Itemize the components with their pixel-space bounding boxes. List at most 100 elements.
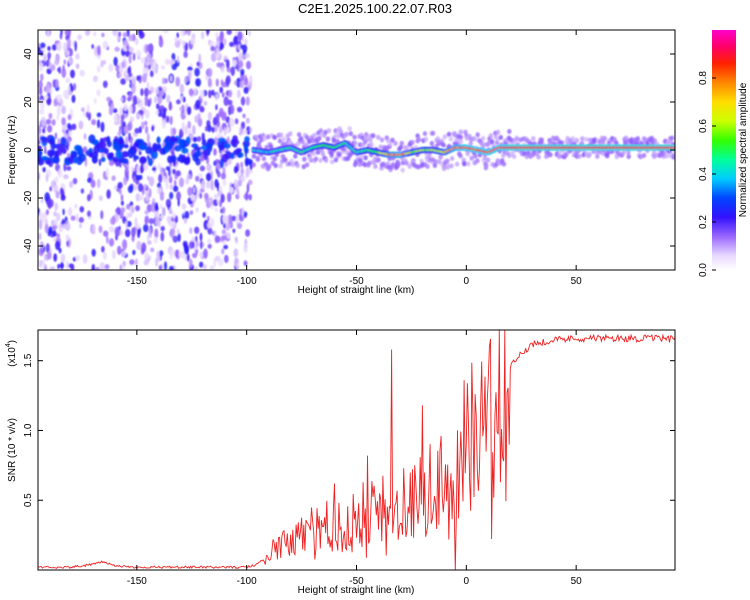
snr-x-tick-label: 50 <box>571 576 583 587</box>
heatmap-cell <box>135 193 141 202</box>
spectrogram-x-tick-label: -50 <box>349 276 364 287</box>
heatmap-cell <box>65 260 70 270</box>
heatmap-cell <box>219 199 223 208</box>
heatmap-cell <box>60 253 66 263</box>
heatmap-cell <box>132 95 138 106</box>
heatmap-cell <box>63 42 68 53</box>
heatmap-cell <box>240 161 244 169</box>
spectrogram-y-ticks: -40 -20 0 20 40 <box>23 48 675 253</box>
heatmap-cell <box>200 145 208 150</box>
heatmap-cell <box>166 94 171 103</box>
heatmap-cell <box>138 195 145 201</box>
heatmap-cell <box>312 132 317 138</box>
heatmap-cell <box>154 96 157 104</box>
heatmap-cell <box>191 143 199 148</box>
heatmap-cell <box>154 202 159 212</box>
heatmap-cell <box>411 157 416 163</box>
heatmap-cell <box>136 49 142 58</box>
heatmap-cell <box>148 43 154 54</box>
heatmap-cell <box>223 244 229 250</box>
heatmap-cell <box>102 251 107 260</box>
heatmap-cell <box>215 32 219 38</box>
heatmap-cell <box>54 132 58 140</box>
heatmap-cell <box>63 162 67 172</box>
heatmap-cell <box>123 124 129 135</box>
heatmap-cell <box>198 251 204 257</box>
heatmap-cell <box>135 205 140 212</box>
heatmap-cell <box>441 166 447 172</box>
heatmap-cell <box>199 192 203 199</box>
heatmap-cell <box>235 184 239 194</box>
heatmap-cell <box>53 253 58 262</box>
heatmap-cell <box>96 178 101 188</box>
heatmap-cell <box>498 135 503 140</box>
heatmap-cell <box>150 247 155 253</box>
heatmap-cell <box>337 152 342 158</box>
heatmap-cell <box>91 155 98 164</box>
heatmap-cell <box>254 134 259 140</box>
heatmap-cell <box>514 136 519 142</box>
heatmap-cell <box>207 243 212 249</box>
heatmap-cell <box>108 238 115 247</box>
heatmap-cell <box>64 30 71 37</box>
heatmap-cell <box>210 45 215 52</box>
heatmap-cell <box>179 106 183 112</box>
snr-multiplier-base: (x10 <box>7 347 18 367</box>
heatmap-cell <box>333 133 338 139</box>
heatmap-cell <box>452 131 458 137</box>
heatmap-cell <box>445 162 451 168</box>
heatmap-cell <box>480 136 486 141</box>
heatmap-cell <box>214 206 218 213</box>
heatmap-cell <box>245 117 250 124</box>
heatmap-cell <box>425 164 430 169</box>
heatmap-cell <box>158 173 163 183</box>
heatmap-cell <box>119 264 123 270</box>
heatmap-cell <box>162 206 166 217</box>
heatmap-cell <box>192 152 199 162</box>
heatmap-cell <box>62 64 65 71</box>
snr-multiplier-exp: 4 <box>5 343 12 347</box>
heatmap-cell <box>112 108 118 114</box>
heatmap-cell <box>194 67 200 77</box>
heatmap-cell <box>45 243 50 254</box>
heatmap-cell <box>96 89 101 97</box>
snr-series-line <box>38 330 675 570</box>
heatmap-cell <box>114 226 120 237</box>
heatmap-cell <box>469 155 474 161</box>
heatmap-cell <box>118 137 124 145</box>
heatmap-cell <box>43 94 49 100</box>
heatmap-cell <box>188 241 194 250</box>
heatmap-cell <box>121 61 125 69</box>
heatmap-cell <box>200 31 205 40</box>
heatmap-cell <box>169 249 173 260</box>
heatmap-cell <box>197 117 203 127</box>
heatmap-cell <box>410 139 415 145</box>
heatmap-cell <box>152 166 157 172</box>
heatmap-cell <box>218 144 225 151</box>
heatmap-cell <box>272 135 277 140</box>
heatmap-cell <box>652 149 657 155</box>
heatmap-cell <box>231 59 237 67</box>
heatmap-cell <box>171 155 177 163</box>
spectrogram-x-ticks: -150 -100 -50 0 50 <box>127 30 582 287</box>
heatmap-cell <box>144 259 150 265</box>
heatmap-cell <box>96 112 102 118</box>
heatmap-cell <box>52 79 57 88</box>
heatmap-cell <box>139 156 147 165</box>
heatmap-cell <box>360 135 365 141</box>
heatmap-cell <box>446 131 452 137</box>
heatmap-cell <box>38 124 42 135</box>
heatmap-cell <box>59 263 65 268</box>
heatmap-cell <box>41 156 49 161</box>
heatmap-cell <box>143 183 147 190</box>
heatmap-cell <box>74 204 78 209</box>
heatmap-cell <box>240 96 246 106</box>
heatmap-cell <box>225 75 231 85</box>
heatmap-cell <box>42 259 46 270</box>
heatmap-cell <box>159 250 164 257</box>
heatmap-cell <box>495 137 500 143</box>
heatmap-cell <box>148 232 152 238</box>
heatmap-cell <box>325 136 331 142</box>
heatmap-cell <box>243 260 248 267</box>
heatmap-cell <box>39 136 47 141</box>
